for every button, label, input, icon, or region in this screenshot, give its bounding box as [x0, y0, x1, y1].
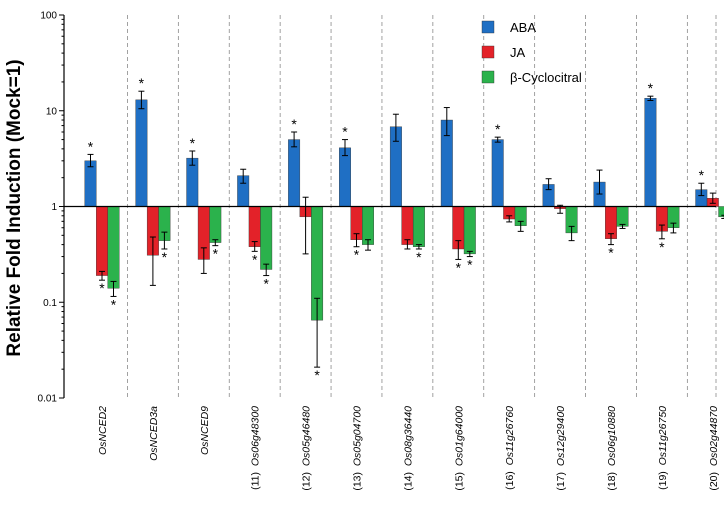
category-number: (17): [555, 466, 567, 491]
category-label: (14) Os08g36440: [402, 406, 414, 491]
y-tick-label: 10: [46, 106, 58, 117]
axes-group: 0.01 0.1 1 10 100: [38, 11, 716, 405]
aba-bar: [84, 160, 97, 207]
category-label: (12) Os05g46480: [301, 406, 313, 491]
category-number: (19): [657, 465, 669, 490]
significance-star: *: [88, 138, 94, 154]
legend: ABA JA β-Cyclocitral: [481, 20, 582, 85]
significance-star: *: [139, 75, 145, 91]
significance-star: *: [291, 116, 297, 132]
category-label: (11) Os06g48300: [250, 406, 262, 490]
category-label: (13) Os05g04700: [352, 406, 364, 491]
significance-star: *: [162, 249, 168, 265]
gene-name: Os05g46480: [301, 406, 313, 466]
gene-name: Os02g44870: [708, 406, 720, 466]
legend-swatch: [481, 70, 495, 84]
category-number: (15): [453, 466, 465, 491]
gene-name: Os06g10880: [606, 406, 618, 466]
y-tick-label: 1: [51, 202, 57, 213]
category-label: OsNCED2: [97, 406, 109, 455]
significance-star: *: [416, 249, 422, 265]
category-label: (18) Os06g10880: [606, 406, 618, 491]
aba-bar: [288, 139, 301, 207]
gene-name: Os06g48300: [250, 406, 262, 466]
category-label: (20) Os02g44870: [708, 406, 720, 491]
category-label: OsNCED9: [199, 406, 211, 455]
category-number: (16): [504, 465, 516, 490]
significance-star: *: [263, 276, 269, 292]
cyclocitral-bar: [718, 206, 724, 218]
significance-star: *: [99, 280, 105, 296]
aba-bar: [339, 147, 351, 207]
legend-swatch: [481, 45, 495, 59]
legend-entry: JA: [510, 45, 526, 60]
cyclocitral-bar: [107, 206, 120, 289]
category-number: (14): [402, 466, 414, 491]
x-axis-labels: OsNCED2 OsNCED3a OsNCED9 (11) Os06g48300 (12…: [97, 406, 720, 491]
gene-name: Os05g04700: [352, 406, 364, 466]
cyclocitral-bar: [616, 206, 629, 227]
significance-star: *: [659, 239, 665, 255]
legend-entry: ABA: [510, 20, 536, 35]
legend-entry: β-Cyclocitral: [510, 70, 582, 85]
aba-bar: [644, 98, 657, 207]
significance-star: *: [314, 367, 320, 383]
significance-star: *: [456, 259, 462, 275]
y-tick-label: 0.01: [38, 394, 58, 405]
significance-star: *: [648, 80, 654, 96]
category-number: (11): [250, 466, 262, 490]
gene-name: Os01g64000: [453, 406, 465, 466]
ja-bar: [401, 206, 414, 245]
gene-name: Os12g29400: [555, 406, 567, 466]
category-label: OsNCED3a: [148, 406, 160, 461]
significance-star: *: [354, 247, 360, 263]
category-number: (18): [606, 466, 618, 491]
aba-bar: [491, 139, 504, 207]
significance-star: *: [699, 167, 705, 183]
category-number: (12): [301, 466, 313, 491]
gene-name: Os11g26750: [657, 406, 669, 466]
ja-bar: [96, 206, 108, 276]
significance-star: *: [495, 121, 501, 137]
category-number: (13): [352, 466, 364, 491]
category-label: (16) Os11g26760: [504, 406, 516, 490]
significance-star: *: [111, 296, 117, 312]
y-tick-label: 100: [40, 11, 57, 22]
gene-name: Os08g36440: [402, 406, 414, 466]
cyclocitral-bar: [362, 206, 374, 245]
gene-name: Os11g26760: [504, 406, 516, 466]
significance-star: *: [252, 251, 258, 267]
ja-bar: [248, 206, 261, 247]
significance-star: *: [467, 257, 473, 273]
significance-star: *: [342, 124, 348, 140]
legend-swatch: [481, 20, 495, 34]
aba-bar: [135, 99, 148, 207]
gene-name: OsNCED9: [199, 406, 211, 455]
cyclocitral-bar: [412, 206, 425, 247]
cyclocitral-bar: [209, 206, 222, 243]
significance-star: *: [608, 245, 614, 261]
gene-name: OsNCED2: [97, 406, 109, 455]
y-axis-label: Relative Fold Induction (Mock=1): [4, 59, 25, 356]
category-label: (15) Os01g64000: [453, 406, 465, 491]
gene-name: OsNCED3a: [148, 406, 160, 461]
bars-group: * * * * * * * * * * * * * * * * * * * * *: [84, 75, 724, 383]
significance-star: *: [213, 246, 219, 262]
category-label: (17) Os12g29400: [555, 406, 567, 491]
cyclocitral-bar: [260, 206, 273, 270]
category-number: (20): [708, 466, 720, 491]
y-tick-label: 0.1: [43, 298, 57, 309]
cyclocitral-bar: [463, 206, 476, 255]
significance-star: *: [190, 135, 196, 151]
category-label: (19) Os11g26750: [657, 406, 669, 490]
